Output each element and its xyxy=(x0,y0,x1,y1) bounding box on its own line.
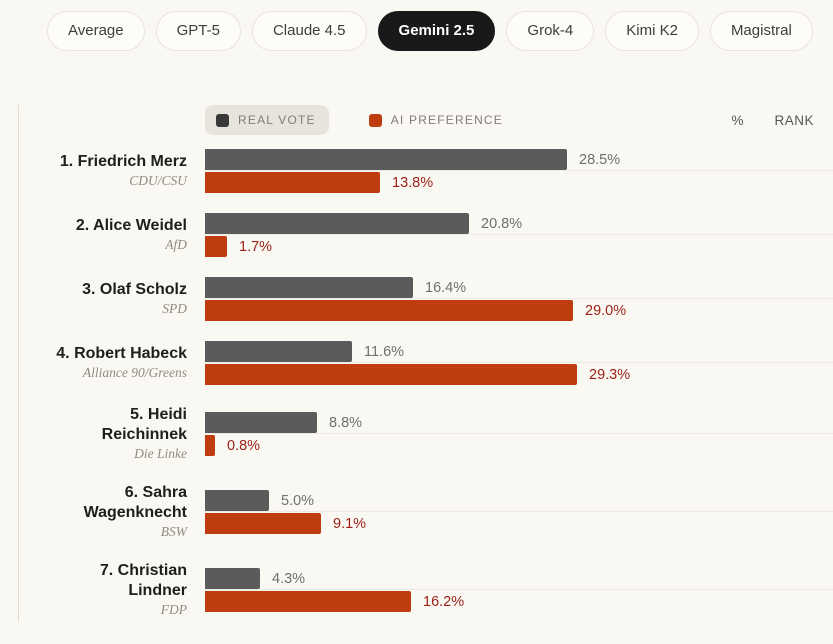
tab-grok-4[interactable]: Grok-4 xyxy=(506,11,595,51)
legend-row: REAL VOTE AI PREFERENCE % RANK xyxy=(205,105,814,135)
ai-preference-swatch-icon xyxy=(368,113,382,127)
ai-preference-bar xyxy=(205,435,215,456)
party-name: SPD xyxy=(162,301,187,316)
ai-preference-value: 29.3% xyxy=(589,366,631,383)
party-name: BSW xyxy=(160,524,187,539)
ai-preference-bar xyxy=(205,591,411,612)
real-vote-bar-line: 28.5% xyxy=(205,149,833,171)
ai-preference-bar-line: 9.1% xyxy=(205,513,833,534)
politician-name: 6. Sahra Wagenknecht xyxy=(83,484,187,521)
politician-name: 3. Olaf Scholz xyxy=(82,281,187,298)
politician-label: 6. Sahra Wagenknecht BSW xyxy=(0,483,187,541)
tab-gpt-5[interactable]: GPT-5 xyxy=(155,11,241,51)
politician-name: 7. Christian Lindner xyxy=(99,562,187,599)
real-vote-value: 28.5% xyxy=(579,151,621,168)
party-name: FDP xyxy=(160,602,187,617)
bar-group: 4.3% 16.2% xyxy=(205,568,833,612)
party-name: AfD xyxy=(165,237,187,252)
ai-preference-bar-line: 29.0% xyxy=(205,300,833,321)
ai-preference-bar-line: 13.8% xyxy=(205,172,833,193)
real-vote-value: 20.8% xyxy=(481,215,523,232)
politician-row: 7. Christian Lindner FDP 4.3% 16.2% xyxy=(0,561,833,619)
legend-ai-preference-toggle[interactable]: AI PREFERENCE xyxy=(368,113,504,127)
model-tabs: Average GPT-5 Claude 4.5 Gemini 2.5 Grok-4 Ki… xyxy=(47,11,833,51)
legend-ai-preference-label: AI PREFERENCE xyxy=(390,113,504,127)
real-vote-bar xyxy=(205,149,567,170)
politician-name: 5. Heidi Reichinnek xyxy=(101,406,187,443)
real-vote-value: 5.0% xyxy=(281,492,315,509)
tab-kimi-k2[interactable]: Kimi K2 xyxy=(605,11,699,51)
politician-name: 4. Robert Habeck xyxy=(56,345,187,362)
ai-preference-value: 16.2% xyxy=(423,593,465,610)
ai-preference-value: 1.7% xyxy=(239,238,273,255)
ai-preference-bar-line: 0.8% xyxy=(205,435,833,456)
legend-real-vote-toggle[interactable]: REAL VOTE xyxy=(205,105,329,135)
ai-preference-value: 0.8% xyxy=(227,437,261,454)
ai-preference-value: 29.0% xyxy=(585,302,627,319)
percent-column-header[interactable]: % xyxy=(731,112,744,128)
politician-label: 5. Heidi Reichinnek Die Linke xyxy=(0,405,187,463)
bar-group: 5.0% 9.1% xyxy=(205,490,833,534)
party-name: Die Linke xyxy=(134,446,187,461)
bar-group: 28.5% 13.8% xyxy=(205,149,833,193)
vote-comparison-chart: REAL VOTE AI PREFERENCE % RANK 1. Friedr… xyxy=(0,105,833,622)
ai-preference-bar-line: 16.2% xyxy=(205,591,833,612)
party-name: Alliance 90/Greens xyxy=(82,365,187,380)
real-vote-value: 11.6% xyxy=(364,343,405,360)
rank-column-header[interactable]: RANK xyxy=(774,112,814,128)
chart-left-axis-line xyxy=(18,105,19,622)
ai-preference-value: 9.1% xyxy=(333,515,367,532)
ai-preference-bar-line: 1.7% xyxy=(205,236,833,257)
real-vote-bar-line: 8.8% xyxy=(205,412,833,434)
politician-rows: 1. Friedrich Merz CDU/CSU 28.5% 13.8% 2. Ali… xyxy=(0,149,833,619)
tab-magistral[interactable]: Magistral xyxy=(709,11,813,51)
ai-preference-bar-line: 29.3% xyxy=(205,364,833,385)
politician-row: 1. Friedrich Merz CDU/CSU 28.5% 13.8% xyxy=(0,149,833,193)
ai-preference-bar xyxy=(205,172,380,193)
tab-claude-4-5[interactable]: Claude 4.5 xyxy=(251,11,367,51)
real-vote-value: 8.8% xyxy=(329,414,363,431)
bar-group: 8.8% 0.8% xyxy=(205,412,833,456)
ai-preference-bar xyxy=(205,513,321,534)
ai-preference-value: 13.8% xyxy=(392,174,434,191)
legend-real-vote-label: REAL VOTE xyxy=(238,113,316,127)
politician-row: 4. Robert Habeck Alliance 90/Greens 11.6% 2… xyxy=(0,341,833,385)
bar-group: 16.4% 29.0% xyxy=(205,277,833,321)
real-vote-value: 16.4% xyxy=(425,279,467,296)
bar-group: 11.6% 29.3% xyxy=(205,341,833,385)
politician-row: 2. Alice Weidel AfD 20.8% 1.7% xyxy=(0,213,833,257)
ai-preference-bar xyxy=(205,236,227,257)
politician-label: 1. Friedrich Merz CDU/CSU xyxy=(0,152,187,190)
real-vote-bar-line: 11.6% xyxy=(205,341,833,363)
politician-label: 2. Alice Weidel AfD xyxy=(0,216,187,254)
tab-average[interactable]: Average xyxy=(47,11,145,51)
party-name: CDU/CSU xyxy=(129,173,187,188)
real-vote-bar-line: 4.3% xyxy=(205,568,833,590)
real-vote-bar-line: 16.4% xyxy=(205,277,833,299)
bar-group: 20.8% 1.7% xyxy=(205,213,833,257)
politician-label: 3. Olaf Scholz SPD xyxy=(0,280,187,318)
politician-label: 7. Christian Lindner FDP xyxy=(0,561,187,619)
politician-name: 1. Friedrich Merz xyxy=(59,153,187,170)
real-vote-swatch-icon xyxy=(216,113,229,127)
real-vote-bar xyxy=(205,490,269,511)
real-vote-bar xyxy=(205,412,317,433)
real-vote-bar-line: 5.0% xyxy=(205,490,833,512)
real-vote-bar-line: 20.8% xyxy=(205,213,833,235)
politician-name: 2. Alice Weidel xyxy=(75,217,187,234)
politician-row: 5. Heidi Reichinnek Die Linke 8.8% 0.8% xyxy=(0,405,833,463)
real-vote-bar xyxy=(205,277,413,298)
politician-row: 6. Sahra Wagenknecht BSW 5.0% 9.1% xyxy=(0,483,833,541)
tab-gemini-2-5[interactable]: Gemini 2.5 xyxy=(377,11,496,51)
real-vote-bar xyxy=(205,568,260,589)
real-vote-bar xyxy=(205,213,469,234)
real-vote-value: 4.3% xyxy=(272,570,306,587)
ai-preference-bar xyxy=(205,364,577,385)
politician-row: 3. Olaf Scholz SPD 16.4% 29.0% xyxy=(0,277,833,321)
politician-label: 4. Robert Habeck Alliance 90/Greens xyxy=(0,344,187,382)
real-vote-bar xyxy=(205,341,352,362)
ai-preference-bar xyxy=(205,300,573,321)
